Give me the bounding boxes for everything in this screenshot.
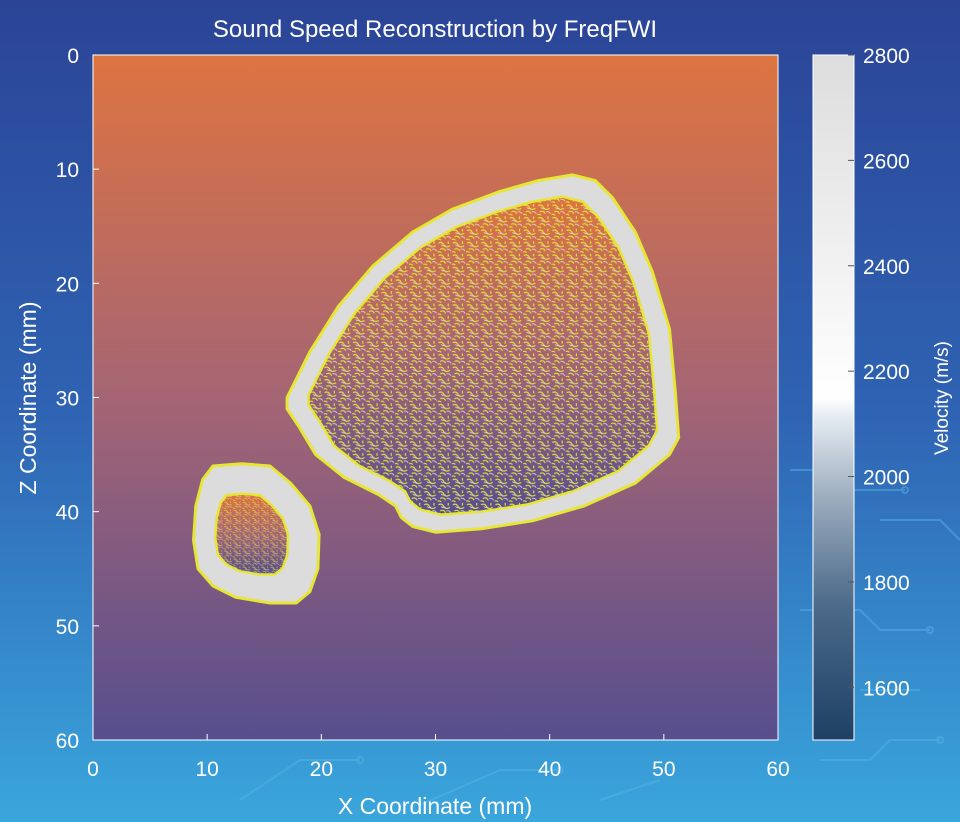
bone-regions [192,173,681,605]
colorbar-label: Velocity (m/s) [932,341,953,455]
y-tick-label: 20 [56,273,79,296]
y-tick-label: 40 [56,502,79,525]
region-1 [192,462,321,605]
x-tick-label: 20 [310,758,333,781]
x-tick-label: 0 [87,758,99,781]
y-axis-ticks: 0 10 20 30 40 50 60 [56,45,99,753]
colorbar-ticks: 1600 1800 2000 2200 2400 2600 2800 [848,45,910,700]
colorbar-tick-label: 2000 [863,467,910,490]
y-axis-label: Z Coordinate (mm) [15,302,41,495]
y-tick-label: 30 [56,388,79,411]
colorbar-tick-label: 1600 [863,677,910,700]
x-axis-label: X Coordinate (mm) [338,793,532,819]
region-0 [285,173,681,534]
colorbar-tick-label: 2600 [863,150,910,173]
x-tick-label: 40 [538,758,561,781]
colorbar-tick-label: 2200 [863,361,910,384]
x-tick-label: 10 [195,758,218,781]
colorbar [812,54,855,741]
y-tick-label: 10 [56,159,79,182]
bone-texture [215,493,289,575]
x-tick-label: 30 [424,758,447,781]
colorbar-tick-label: 2800 [863,45,910,68]
colorbar-tick-label: 1800 [863,572,910,595]
y-tick-label: 50 [56,616,79,639]
y-tick-label: 60 [56,730,79,753]
x-axis-ticks: 0 10 20 30 40 50 60 [87,734,790,781]
x-tick-label: 50 [652,758,675,781]
x-tick-label: 60 [766,758,789,781]
bone-texture [308,196,658,515]
chart-title: Sound Speed Reconstruction by FreqFWI [213,16,657,43]
colorbar-tick-label: 2400 [863,256,910,279]
y-tick-label: 0 [67,45,79,68]
